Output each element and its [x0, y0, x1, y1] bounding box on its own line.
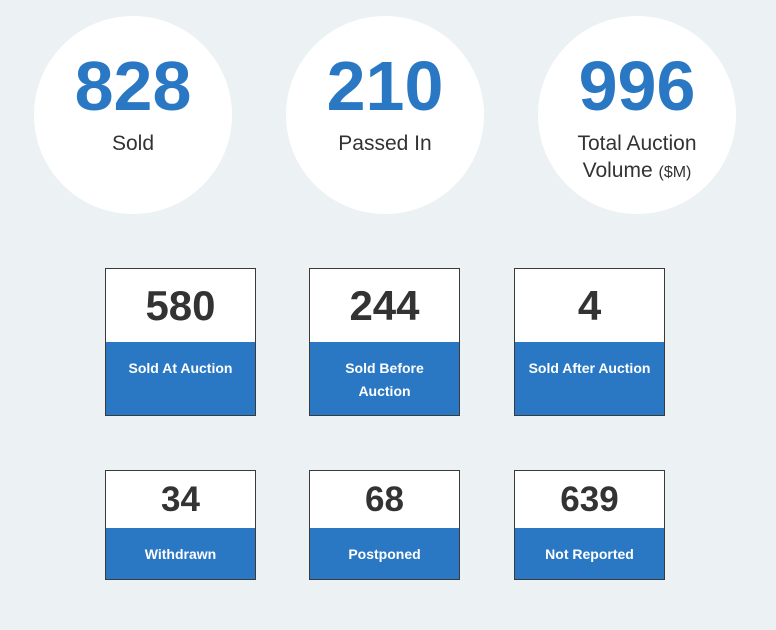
postponed-count: 68 [310, 471, 459, 528]
tile-postponed: 68 Postponed [309, 470, 460, 580]
stat-circle-passed-in: 210 Passed In [286, 16, 484, 214]
withdrawn-label: Withdrawn [144, 546, 217, 562]
sold-at-auction-label: Sold At Auction [128, 360, 233, 376]
auction-volume-label-line2-wrap: Volume ($M) [538, 157, 736, 186]
sold-before-auction-count: 244 [310, 269, 459, 342]
sold-after-auction-label: Sold After Auction [528, 360, 651, 376]
auction-volume-unit: ($M) [658, 164, 692, 181]
sold-before-auction-label-line1: Sold Before [345, 360, 424, 376]
stat-circle-sold: 828 Sold [34, 16, 232, 214]
auction-volume-label: Total Auction Volume ($M) [538, 130, 736, 186]
auction-volume-value: 996 [578, 47, 696, 125]
tile-sold-before-auction: 244 Sold Before Auction [309, 268, 460, 416]
not-reported-label: Not Reported [545, 546, 634, 562]
passed-in-label: Passed In [338, 132, 432, 155]
passed-in-count: 210 [326, 47, 444, 125]
auction-volume-label-line1: Total Auction [577, 132, 697, 155]
withdrawn-count: 34 [106, 471, 255, 528]
sold-label: Sold [111, 132, 155, 155]
sold-before-auction-label: Sold Before Auction [310, 342, 459, 403]
tile-sold-at-auction: 580 Sold At Auction [105, 268, 256, 416]
tile-not-reported: 639 Not Reported [514, 470, 665, 580]
tile-sold-after-auction: 4 Sold After Auction [514, 268, 665, 416]
auction-volume-label-line2: Volume [582, 159, 653, 182]
postponed-label: Postponed [348, 546, 421, 562]
tile-withdrawn: 34 Withdrawn [105, 470, 256, 580]
sold-before-auction-label-line2: Auction [358, 383, 411, 399]
stat-circle-auction-volume: 996 Total Auction Volume ($M) [538, 16, 736, 214]
sold-at-auction-count: 580 [106, 269, 255, 342]
sold-count: 828 [74, 47, 192, 125]
sold-after-auction-count: 4 [515, 269, 664, 342]
not-reported-count: 639 [515, 471, 664, 528]
